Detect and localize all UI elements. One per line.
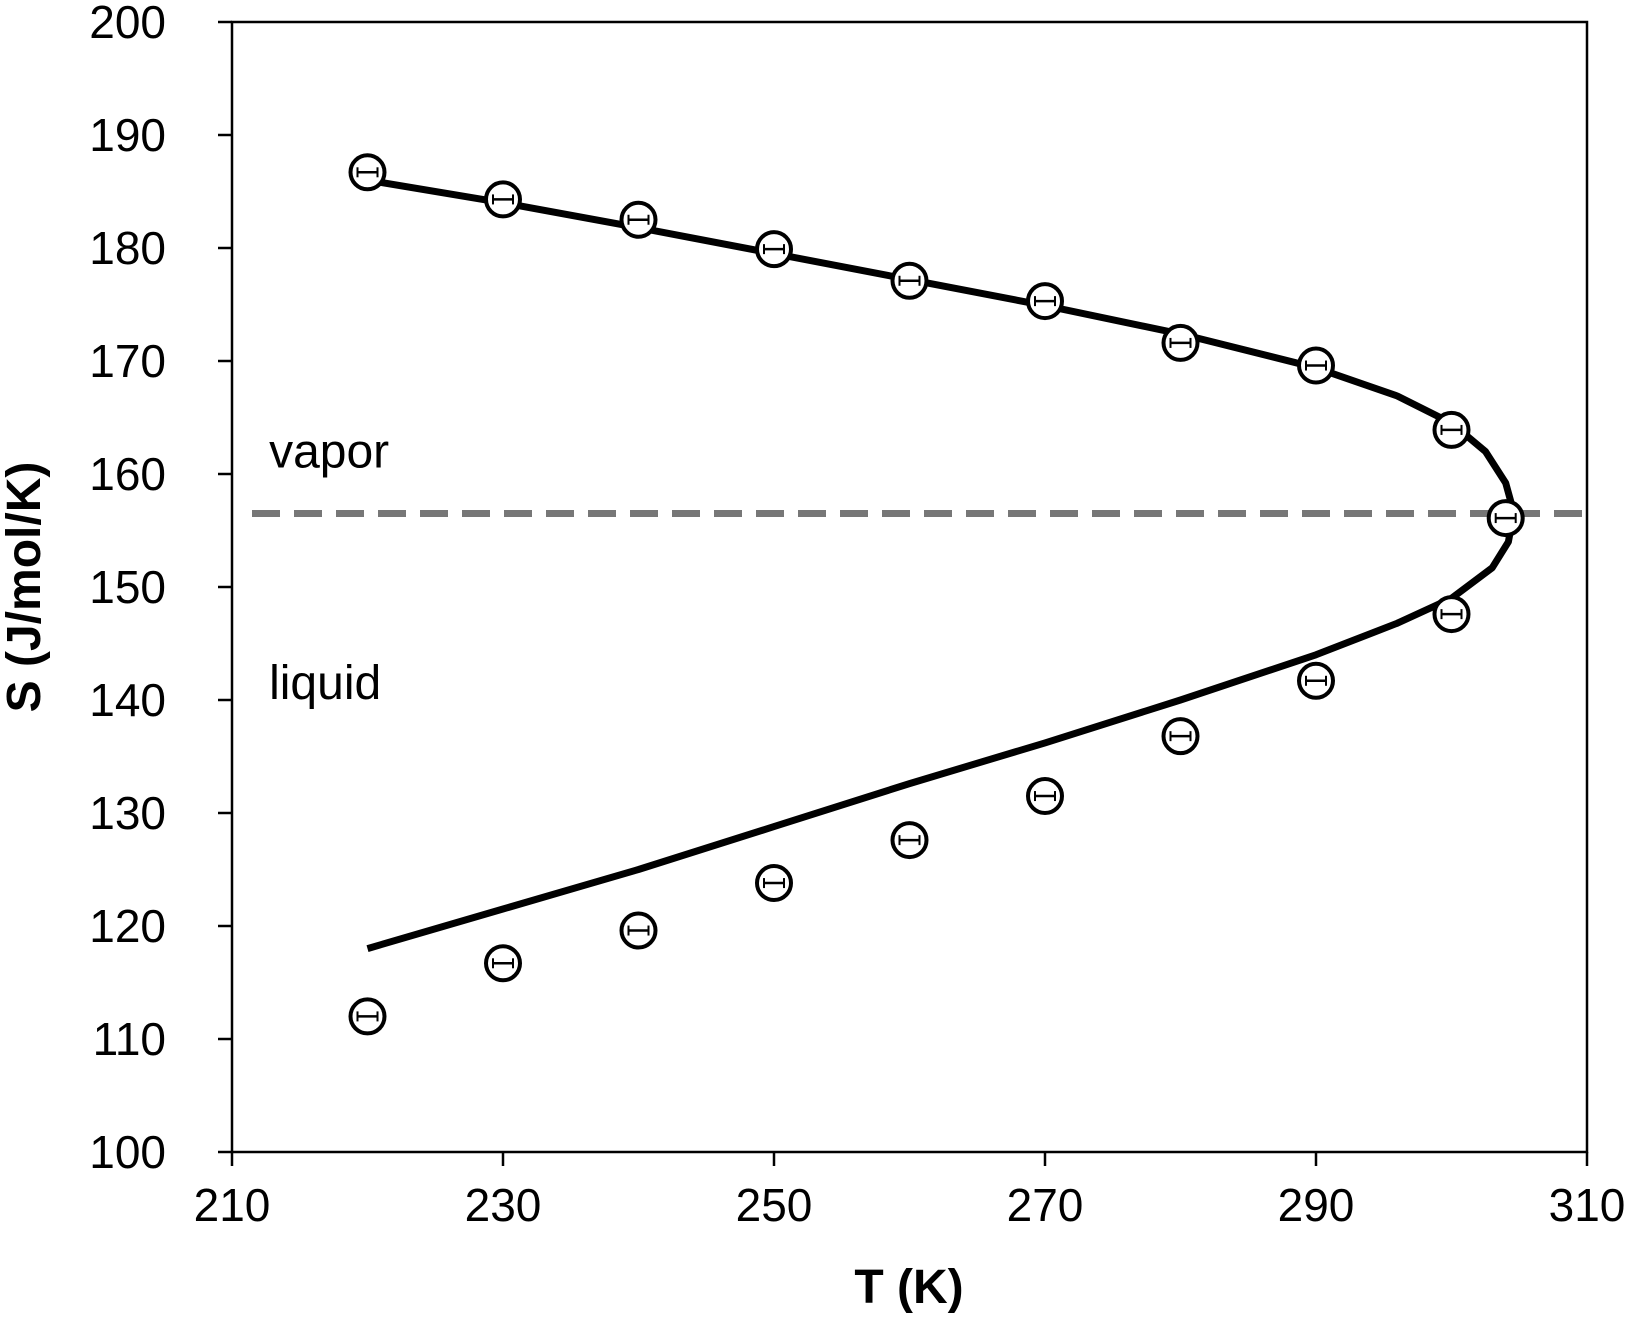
data-point bbox=[1297, 661, 1335, 700]
y-tick-label: 140 bbox=[89, 674, 166, 726]
data-point bbox=[484, 944, 522, 983]
data-point bbox=[1161, 323, 1200, 362]
data-point bbox=[890, 261, 929, 300]
fit-curve bbox=[366, 176, 1518, 952]
y-tick-label: 190 bbox=[89, 109, 166, 161]
fit-curve-layer bbox=[366, 176, 1518, 952]
data-point bbox=[1026, 777, 1064, 816]
x-tick-label: 250 bbox=[736, 1179, 813, 1231]
data-point bbox=[484, 180, 522, 219]
data-points-layer bbox=[348, 153, 1525, 1036]
data-point bbox=[348, 153, 387, 192]
data-point bbox=[1432, 595, 1471, 634]
data-point bbox=[755, 230, 793, 269]
y-tick-label: 170 bbox=[89, 335, 166, 387]
data-point bbox=[348, 997, 387, 1036]
data-point bbox=[1297, 346, 1335, 385]
x-tick-label: 230 bbox=[465, 1179, 542, 1231]
data-point bbox=[619, 200, 658, 239]
y-tick-label: 160 bbox=[89, 448, 166, 500]
data-point bbox=[619, 911, 658, 950]
y-tick-label: 150 bbox=[89, 561, 166, 613]
x-tick-label: 270 bbox=[1007, 1179, 1084, 1231]
y-axis-ticks: 100 110 120 130 140 150 160 170 180 190 200 bbox=[89, 0, 232, 1178]
data-point bbox=[1026, 282, 1064, 321]
x-tick-label: 210 bbox=[194, 1179, 271, 1231]
annotation-label: vapor bbox=[269, 425, 389, 478]
data-point bbox=[755, 864, 793, 903]
data-point bbox=[890, 821, 929, 860]
data-point bbox=[1486, 499, 1525, 538]
x-axis-ticks: 210 230 250 270 290 310 bbox=[194, 1152, 1626, 1231]
x-axis-title: T (K) bbox=[854, 1261, 963, 1314]
data-point bbox=[1161, 717, 1200, 756]
data-point bbox=[1432, 410, 1471, 449]
y-axis-title: S (J/mol/K) bbox=[0, 462, 51, 713]
y-tick-label: 180 bbox=[89, 222, 166, 274]
x-tick-label: 290 bbox=[1278, 1179, 1355, 1231]
y-tick-label: 100 bbox=[89, 1126, 166, 1178]
annotations-layer: vapor liquid bbox=[269, 425, 389, 710]
y-tick-label: 130 bbox=[89, 787, 166, 839]
y-tick-label: 200 bbox=[89, 0, 166, 48]
y-tick-label: 120 bbox=[89, 900, 166, 952]
y-tick-label: 110 bbox=[93, 1013, 166, 1065]
annotation-label: liquid bbox=[269, 657, 381, 710]
x-tick-label: 310 bbox=[1549, 1179, 1626, 1231]
